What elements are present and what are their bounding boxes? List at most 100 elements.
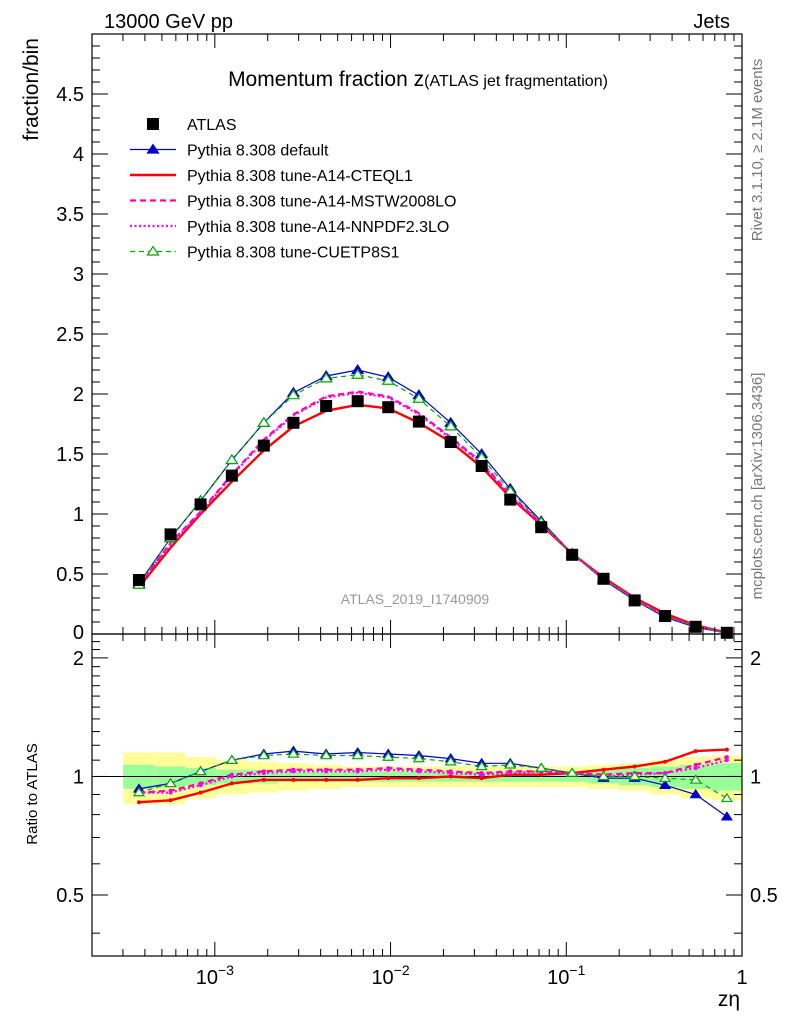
- data-point-atlas: [320, 400, 333, 412]
- ratio-series-point: [693, 762, 698, 767]
- ratio-series-marker: [475, 760, 488, 771]
- ratio-series-point: [724, 747, 729, 752]
- header-left: 13000 GeV pp: [104, 11, 233, 33]
- data-point-atlas: [628, 594, 641, 607]
- legend-entry-pythia-8-308-tune-a14-mstw2008lo: Pythia 8.308 tune-A14-MSTW2008LO: [130, 194, 456, 211]
- side-text-rivet: Rivet 3.1.10, ≥ 2.1M events: [749, 59, 766, 242]
- legend-entry-atlas: ATLAS: [147, 117, 237, 134]
- y-tick-label: 4.5: [56, 84, 84, 106]
- ratio-series-point: [261, 771, 266, 776]
- chart-title-main: Momentum fraction z: [228, 68, 424, 91]
- ratio-series-marker: [720, 811, 733, 821]
- ratio-series-point: [386, 767, 391, 772]
- ratio-series-marker: [132, 786, 146, 797]
- x-tick-label: 10−2: [371, 962, 409, 989]
- ratio-series-point: [198, 783, 203, 788]
- legend-entry-pythia-8-308-tune-a14-nnpdf2-3lo: Pythia 8.308 tune-A14-NNPDF2.3LO: [130, 219, 449, 236]
- legend-marker: [146, 245, 160, 256]
- series-marker: [319, 372, 333, 383]
- ratio-series-point: [355, 777, 360, 782]
- legend-label: Pythia 8.308 tune-A14-MSTW2008LO: [187, 194, 456, 211]
- y-tick-label: 0.5: [56, 564, 84, 586]
- chart-title-sub: (ATLAS jet fragmentation): [424, 73, 608, 90]
- ratio-series-marker: [382, 751, 395, 761]
- legend-marker: [147, 118, 159, 130]
- ratio-series-pythia-8-308-tune-cuetp8s1: [132, 748, 733, 803]
- data-point-atlas: [566, 548, 579, 561]
- ratio-series-marker: [658, 772, 672, 782]
- legend-label: Pythia 8.308 tune-A14-NNPDF2.3LO: [187, 219, 449, 236]
- y-tick-label: 0: [73, 622, 84, 644]
- ratio-series-point: [168, 790, 173, 795]
- y-tick-label: 4: [73, 144, 84, 166]
- ratio-series-marker: [225, 754, 238, 764]
- data-point-atlas: [535, 521, 548, 534]
- ratio-series-point: [198, 790, 203, 795]
- data-point-atlas: [194, 498, 207, 511]
- ratio-series-point: [136, 800, 141, 805]
- ratio-series-point: [724, 755, 729, 760]
- ratio-series-point: [291, 769, 296, 774]
- ratio-series-line: [138, 759, 728, 794]
- data-point-atlas: [412, 415, 425, 428]
- ratio-series-point: [724, 758, 729, 763]
- chart-title: Momentum fraction z(ATLAS jet fragmentat…: [228, 68, 608, 91]
- ratio-series-marker: [628, 770, 641, 781]
- ratio-series-point: [663, 759, 668, 764]
- ratio-series-point: [539, 772, 544, 777]
- ratio-series-point: [355, 769, 360, 774]
- y-axis-label: fraction/bin: [20, 38, 43, 141]
- ratio-series-point: [416, 776, 421, 781]
- ratio-series-point: [448, 771, 453, 776]
- ratio-series-marker: [164, 777, 177, 788]
- ratio-series-point: [448, 774, 453, 779]
- ratio-series-marker: [444, 756, 457, 766]
- ratio-series-point: [479, 776, 484, 781]
- side-text-mcplots: mcplots.cern.ch [arXiv:1306.3436]: [749, 373, 766, 600]
- x-tick-label: 1: [736, 967, 747, 989]
- ratio-series-point: [601, 767, 606, 772]
- ratio-series-point: [632, 764, 637, 769]
- legend-label: ATLAS: [187, 117, 237, 134]
- ratio-y-tick-label-right: 0.5: [750, 885, 778, 907]
- y-tick-label: 3.5: [56, 204, 84, 226]
- watermark: ATLAS_2019_I1740909: [341, 591, 490, 607]
- data-point-atlas: [475, 460, 488, 472]
- y-tick-label: 2: [73, 384, 84, 406]
- ratio-y-tick-label: 2: [73, 648, 84, 670]
- ratio-series-marker: [287, 748, 300, 758]
- x-tick-label: 10−3: [196, 962, 234, 989]
- y-tick-label: 2.5: [56, 324, 84, 346]
- ratio-series-point: [324, 769, 329, 774]
- ratio-series-line: [138, 753, 728, 799]
- y-tick-label: 1: [73, 504, 84, 526]
- y-tick-label: 3: [73, 264, 84, 286]
- ratio-y-tick-label-right: 1: [750, 766, 761, 788]
- data-point-atlas: [225, 469, 238, 482]
- series-marker: [351, 368, 365, 379]
- legend: ATLAS Pythia 8.308 default Pythia 8.308 tu…: [130, 117, 456, 262]
- ratio-series-marker: [658, 779, 672, 789]
- ratio-y-tick-label: 0.5: [56, 885, 84, 907]
- ratio-series-point: [693, 766, 698, 771]
- y-tick-label: 1.5: [56, 444, 84, 466]
- ratio-series-marker: [720, 792, 733, 803]
- series-marker: [381, 374, 395, 385]
- ratio-series-marker: [412, 753, 426, 763]
- ratio-plot-frame: [91, 633, 743, 957]
- ratio-series-point: [416, 769, 421, 774]
- series-atlas: [132, 395, 733, 639]
- series-marker: [225, 453, 239, 465]
- ratio-series-point: [324, 777, 329, 782]
- data-point-atlas: [659, 610, 672, 622]
- ratio-series-point: [229, 781, 234, 786]
- ratio-series-point: [508, 771, 513, 776]
- ratio-series-marker: [320, 749, 333, 760]
- ratio-series-marker: [504, 759, 517, 769]
- ratio-series-point: [168, 798, 173, 803]
- data-point-atlas: [132, 574, 145, 586]
- ratio-series-point: [386, 776, 391, 781]
- ratio-series-marker: [689, 788, 702, 799]
- data-point-atlas: [287, 416, 300, 429]
